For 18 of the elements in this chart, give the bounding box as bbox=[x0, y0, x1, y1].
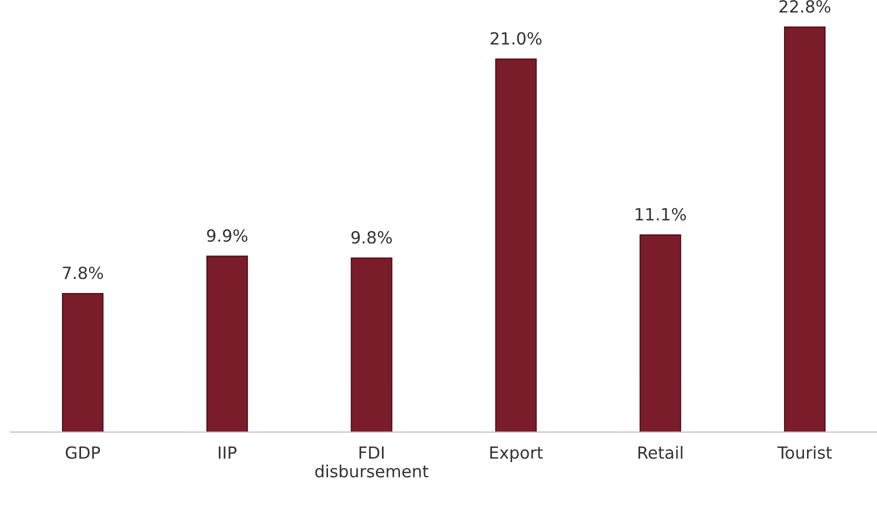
x-tick-label: Retail bbox=[638, 446, 682, 459]
x-tick-label: GDP bbox=[66, 446, 100, 459]
data-label: 9.9% bbox=[207, 229, 248, 242]
bar bbox=[640, 234, 682, 432]
x-tick-label: Export bbox=[490, 446, 543, 462]
x-tick-label: FDI disbursement bbox=[315, 446, 428, 478]
data-label: 21.0% bbox=[490, 32, 542, 45]
bar bbox=[784, 26, 826, 432]
bar bbox=[495, 58, 537, 432]
x-tick-label: IIP bbox=[218, 446, 237, 459]
bar bbox=[206, 256, 248, 432]
bar bbox=[62, 292, 104, 432]
data-label: 11.1% bbox=[636, 208, 686, 221]
data-label: 22.8% bbox=[780, 0, 830, 13]
bar bbox=[350, 257, 392, 432]
data-label: 7.8% bbox=[62, 266, 103, 280]
data-label: 9.8% bbox=[351, 231, 392, 244]
x-tick-label: Tourist bbox=[777, 446, 832, 459]
